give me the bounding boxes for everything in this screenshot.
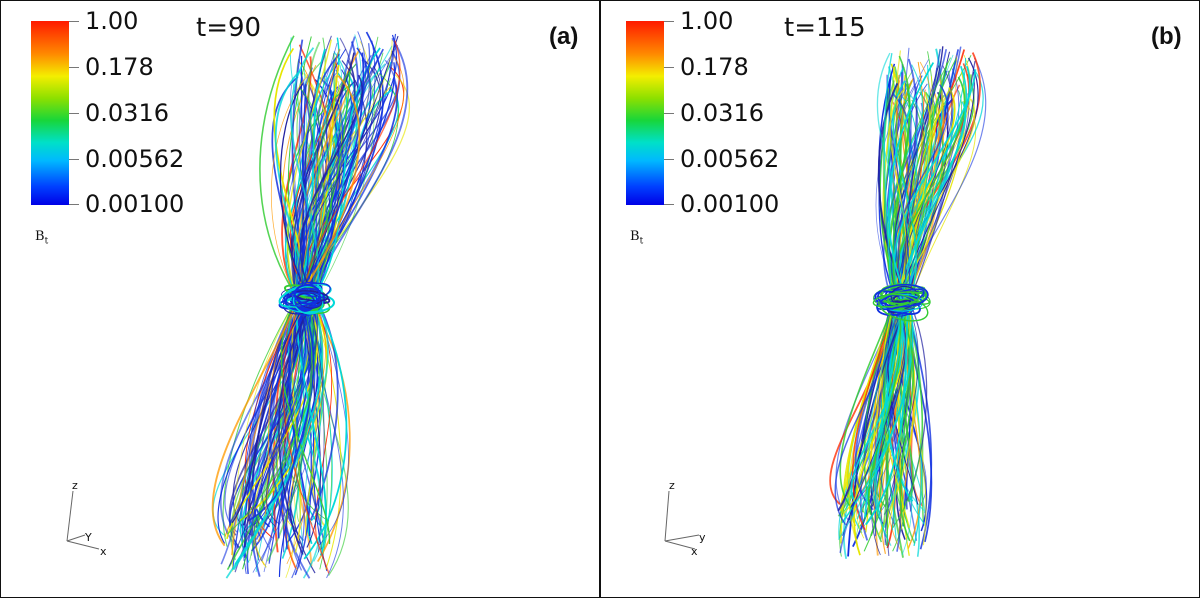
- time-label: t=115: [784, 13, 866, 43]
- colorbar-tick: [664, 159, 674, 160]
- field-lines-b: [829, 46, 987, 560]
- knot-loop: [877, 283, 929, 308]
- panel-a: 1.00 0.178 0.0316 0.00562 0.00100 Bt t=9…: [0, 0, 600, 598]
- colorbar-tick-label: 0.0316: [85, 99, 169, 127]
- knot-loop: [296, 292, 323, 309]
- axis-y-label: Y: [84, 531, 92, 544]
- colorbar-b: [626, 21, 664, 205]
- colorbar-tick-label: 0.178: [85, 53, 154, 81]
- knot-loop: [878, 293, 929, 322]
- colorbar-tick-label: 1.00: [680, 7, 734, 35]
- colorbar-a: [31, 21, 69, 205]
- axis-x-label: x: [100, 545, 107, 558]
- colorbar-tick: [664, 67, 674, 68]
- panel-label: (a): [549, 23, 579, 50]
- axis-y-label: y: [699, 531, 706, 544]
- colorbar-tick-label: 0.00562: [85, 145, 185, 173]
- colorbar-tick: [664, 113, 674, 114]
- colorbar-tick: [69, 67, 79, 68]
- colorbar-tick: [69, 113, 79, 114]
- colorbar-tick: [69, 204, 79, 205]
- time-label: t=90: [196, 13, 262, 43]
- colorbar-tick: [69, 21, 79, 22]
- colorbar-tick: [69, 159, 79, 160]
- colorbar-tick-label: 0.0316: [680, 99, 764, 127]
- colorbar-tick-label: 0.00100: [85, 190, 185, 218]
- colorbar-tick: [664, 21, 674, 22]
- colorbar-tick-label: 1.00: [85, 7, 139, 35]
- axis-z-label: z: [72, 479, 78, 492]
- axis-x-label: x: [691, 545, 698, 558]
- colorbar-quantity-label: Bt: [630, 229, 644, 247]
- knot-loop: [282, 291, 322, 307]
- colorbar-quantity-label: Bt: [35, 229, 49, 247]
- field-lines-a: [211, 31, 410, 579]
- knot-loop: [293, 284, 321, 305]
- axes-triad-a: z Y x: [66, 479, 107, 558]
- colorbar-tick-label: 0.00100: [680, 190, 780, 218]
- colorbar-tick-label: 0.178: [680, 53, 749, 81]
- panel-label: (b): [1151, 23, 1182, 50]
- colorbar-tick-label: 0.00562: [680, 145, 780, 173]
- colorbar-tick: [664, 204, 674, 205]
- axis-z-label: z: [669, 479, 675, 492]
- knot-loop: [872, 291, 921, 308]
- axes-triad-b: z y x: [664, 479, 706, 558]
- panel-b: 1.00 0.178 0.0316 0.00562 0.00100 Bt t=1…: [599, 0, 1200, 598]
